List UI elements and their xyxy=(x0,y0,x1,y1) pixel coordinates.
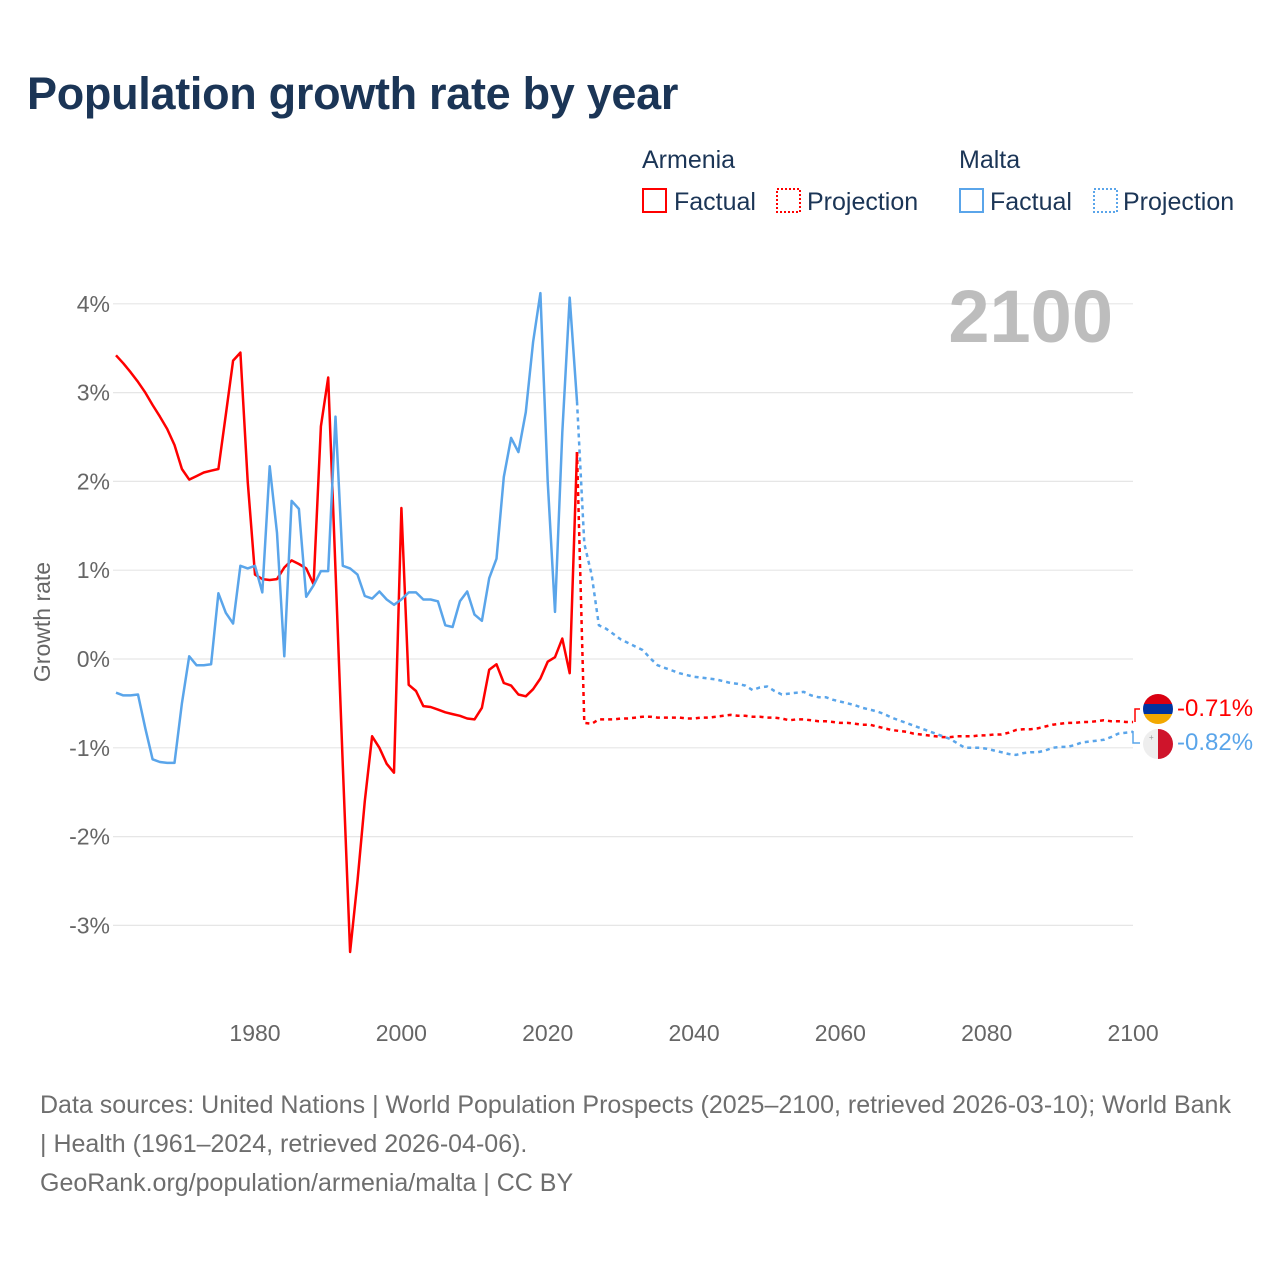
legend-label-armenia-projection[interactable]: Projection xyxy=(807,188,918,216)
y-tick-label: 3% xyxy=(77,380,110,406)
year-display: 2100 xyxy=(948,275,1113,358)
y-tick-label: -2% xyxy=(69,824,110,850)
series-line-malta-projection xyxy=(575,401,1134,757)
x-tick-label: 2040 xyxy=(668,1020,719,1046)
y-tick-label: -1% xyxy=(69,735,110,761)
legend-group-armenia: Armenia xyxy=(642,146,735,174)
data-sources: Data sources: United Nations | World Pop… xyxy=(40,1091,1231,1158)
end-value-armenia: -0.71% xyxy=(1177,695,1253,722)
svg-text:+: + xyxy=(1149,733,1154,742)
series-line-armenia-projection xyxy=(575,452,1134,739)
end-label-malta: + -0.82% xyxy=(1132,729,1253,759)
legend: Armenia Factual Projection Malta Factual… xyxy=(642,146,1234,216)
x-tick-label: 1980 xyxy=(229,1020,280,1046)
series-line-malta-factual xyxy=(115,291,579,765)
credit-link[interactable]: GeoRank.org/population/armenia/malta | C… xyxy=(40,1169,574,1197)
x-tick-label: 2000 xyxy=(376,1020,427,1046)
malta-flag-icon: + xyxy=(1143,729,1173,759)
legend-swatch-malta-factual xyxy=(959,188,984,213)
gridlines xyxy=(113,303,1133,927)
series-lines xyxy=(115,291,1134,954)
footer: Data sources: United Nations | World Pop… xyxy=(40,1086,1240,1203)
connector-malta xyxy=(1132,731,1140,744)
x-tick-label: 2020 xyxy=(522,1020,573,1046)
chart-title: Population growth rate by year xyxy=(27,68,679,119)
armenia-flag-icon xyxy=(1143,694,1173,724)
legend-label-malta-factual[interactable]: Factual xyxy=(990,188,1072,216)
series-line-armenia-factual xyxy=(115,351,579,954)
legend-swatch-armenia-factual xyxy=(642,188,667,213)
x-tick-label: 2060 xyxy=(815,1020,866,1046)
y-axis-ticks: 4% 3% 2% 1% 0% -1% -2% -3% xyxy=(69,291,110,939)
y-tick-label: 0% xyxy=(77,646,110,672)
legend-label-armenia-factual[interactable]: Factual xyxy=(674,188,756,216)
y-tick-label: -3% xyxy=(69,912,110,938)
legend-swatch-malta-projection xyxy=(1093,188,1118,213)
x-axis-ticks: 1980 2000 2020 2040 2060 2080 2100 xyxy=(229,1020,1158,1046)
legend-swatch-armenia-projection xyxy=(776,188,801,213)
legend-label-malta-projection[interactable]: Projection xyxy=(1123,188,1234,216)
legend-group-malta: Malta xyxy=(959,146,1020,174)
y-axis-label: Growth rate xyxy=(29,562,55,682)
y-tick-label: 1% xyxy=(77,557,110,583)
y-tick-label: 2% xyxy=(77,468,110,494)
connector-armenia xyxy=(1134,708,1140,722)
y-tick-label: 4% xyxy=(77,291,110,317)
x-tick-label: 2100 xyxy=(1107,1020,1158,1046)
end-label-armenia: -0.71% xyxy=(1134,694,1253,724)
end-value-malta: -0.82% xyxy=(1177,729,1253,756)
x-tick-label: 2080 xyxy=(961,1020,1012,1046)
